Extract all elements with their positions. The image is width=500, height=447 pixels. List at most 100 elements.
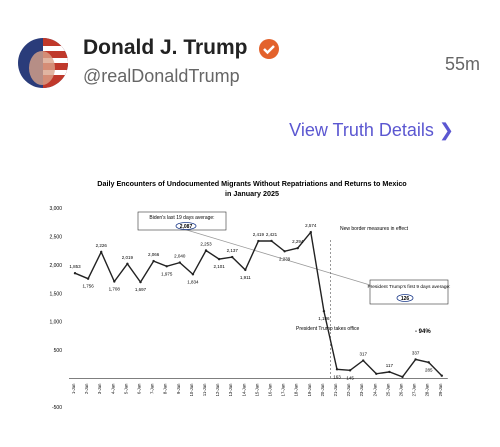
data-label: 337: [412, 350, 420, 355]
data-label: 1,911: [240, 275, 251, 280]
x-tick-label: 16-Jan: [268, 383, 273, 396]
data-point: [152, 259, 155, 263]
data-point: [375, 372, 378, 375]
data-point: [348, 369, 352, 372]
verified-badge: [259, 39, 279, 59]
x-tick-label: 26-Jan: [399, 383, 404, 396]
data-label: 1,697: [135, 287, 147, 292]
data-point: [309, 231, 312, 234]
x-tick-label: 22-Jan: [346, 383, 351, 396]
trump-box: [369, 279, 449, 305]
x-tick-label: 3-Jan: [97, 383, 102, 394]
data-point: [388, 370, 391, 374]
x-tick-label: 27-Jan: [412, 383, 417, 396]
y-tick-label: 2,000: [49, 263, 62, 269]
data-label: 2,253: [200, 241, 212, 246]
x-tick-label: 29-Jan: [438, 383, 443, 396]
x-tick-label: 13-Jan: [228, 383, 233, 396]
y-tick-label: 500: [54, 348, 63, 354]
chart: Daily Encounters of Undocumented Migrant…: [49, 179, 451, 411]
author-name[interactable]: Donald J. Trump: [83, 36, 248, 59]
measures-text: New border measures in effect: [340, 226, 409, 232]
details-text[interactable]: View Truth Details: [289, 120, 434, 140]
data-point: [401, 375, 404, 379]
x-tick-label: 9-Jan: [176, 383, 181, 394]
y-tick-label: 2,500: [49, 234, 62, 240]
data-point: [296, 246, 299, 250]
data-point: [427, 361, 430, 364]
details-link[interactable]: View Truth Details ❯: [289, 120, 454, 141]
measures-label: New border measures in effect: [340, 226, 409, 232]
data-label: 2,040: [174, 254, 186, 259]
x-tick-label: 7-Jan: [150, 383, 155, 394]
data-point: [322, 309, 326, 313]
x-tick-label: 12-Jan: [215, 383, 220, 396]
data-label: 2,294: [292, 239, 304, 244]
x-tick-label: 23-Jan: [359, 383, 364, 396]
data-point: [86, 277, 90, 280]
data-label: 2,101: [213, 264, 225, 269]
x-tick-label: 14-Jan: [241, 383, 246, 396]
trump-label: President Trump's first 9 days average:: [367, 284, 450, 290]
x-tick-label: 4-Jan: [110, 383, 115, 394]
change-label: - 94%: [415, 329, 431, 335]
data-label: 2,574: [305, 223, 317, 228]
avatar[interactable]: [18, 38, 68, 88]
x-tick-label: 21-Jan: [333, 383, 338, 396]
data-point: [283, 250, 286, 253]
data-point: [362, 359, 365, 362]
data-label: 1,186: [318, 316, 330, 321]
data-point: [270, 239, 273, 243]
data-point: [73, 272, 77, 275]
trump-circle: [396, 294, 414, 302]
biden-average: 2,087: [180, 224, 193, 230]
x-tick-label: 10-Jan: [189, 383, 194, 396]
data-point: [139, 280, 142, 284]
data-point: [414, 358, 417, 361]
chart-subtitle: in January 2025: [225, 189, 279, 198]
data-label: 2,137: [227, 248, 239, 253]
data-label: 2,239: [279, 256, 291, 261]
x-tick-label: 15-Jan: [254, 383, 259, 396]
data-label: 145: [346, 375, 354, 380]
data-label: 117: [386, 363, 394, 368]
x-tick-label: 1-Jan: [71, 383, 76, 394]
data-label: 317: [359, 352, 367, 357]
x-tick-label: 18-Jan: [294, 383, 299, 396]
data-label: 1,834: [187, 279, 199, 284]
x-tick-label: 25-Jan: [385, 383, 390, 396]
y-tick-label: 3,000: [49, 206, 62, 212]
data-label: 2,066: [148, 252, 160, 257]
data-point: [217, 257, 221, 261]
trump-average: 126: [401, 296, 410, 302]
data-label: 1,853: [69, 264, 81, 269]
data-label: 2,421: [266, 232, 278, 237]
data-label: 163: [333, 374, 341, 379]
data-label: 1,708: [109, 286, 121, 291]
y-tick-label: 1,000: [49, 320, 62, 326]
author-handle[interactable]: @realDonaldTrump: [83, 66, 240, 86]
data-point: [244, 268, 247, 272]
data-point: [100, 250, 103, 254]
y-tick-label: 1,500: [49, 291, 62, 297]
data-label: 2,419: [253, 232, 265, 237]
data-point: [113, 280, 116, 283]
biden-circle: [175, 222, 197, 230]
data-point: [126, 262, 129, 265]
x-tick-label: 6-Jan: [137, 383, 142, 394]
data-label: 285: [425, 367, 433, 372]
data-point: [335, 368, 339, 371]
y-tick-label: -500: [52, 405, 62, 411]
data-point: [191, 273, 195, 276]
chart-title: Daily Encounters of Undocumented Migrant…: [97, 179, 407, 188]
average-connector: [179, 227, 381, 289]
data-point: [204, 249, 208, 252]
x-tick-label: 17-Jan: [281, 383, 286, 396]
data-point: [231, 255, 234, 259]
x-tick-label: 11-Jan: [202, 383, 207, 396]
x-tick-label: 8-Jan: [163, 383, 168, 394]
annotations: Biden's last 19 days average: 2,087 New …: [137, 211, 451, 335]
x-tick-label: 2-Jan: [84, 383, 89, 394]
biden-label: Biden's last 19 days average:: [149, 215, 214, 221]
